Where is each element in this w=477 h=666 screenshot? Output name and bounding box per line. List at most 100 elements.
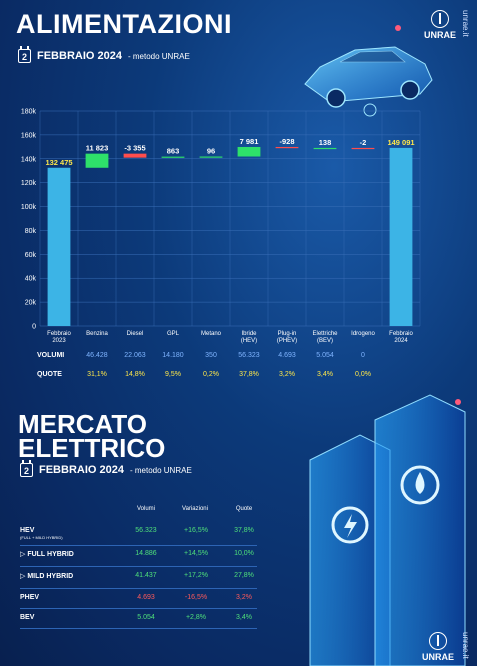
x-tick-label: Benzina: [86, 331, 108, 337]
y-tick-label: 160k: [21, 132, 37, 139]
col-variazioni-header: Variazioni: [182, 506, 208, 512]
unrae-logo-top: UNRAE: [424, 10, 456, 40]
site-label-bottom: unrae.it: [461, 632, 470, 659]
row-variazioni: +17,2%: [184, 572, 208, 579]
volumi-cell: 56.323: [238, 352, 260, 359]
y-tick-label: 140k: [21, 156, 37, 163]
mercato-title: MERCATO ELETTRICO: [18, 409, 166, 463]
row-variazioni: -16,5%: [184, 594, 208, 601]
data-label: 132 475: [45, 158, 72, 167]
volumi-cell: 0: [361, 352, 365, 359]
data-label: 138: [319, 138, 332, 147]
bar-5: [237, 146, 261, 157]
row-variazioni: +2,8%: [185, 614, 207, 621]
table-row: BEV 5.054 +2,8% 3,4%: [20, 610, 257, 629]
quote-cell: 14,8%: [125, 371, 145, 378]
bar-6: [275, 146, 299, 149]
volumi-cell: 46.428: [86, 352, 108, 359]
data-label: 96: [207, 147, 215, 156]
row-volumi: 56.323: [135, 527, 157, 534]
charging-station-illustration: [309, 394, 466, 666]
data-label: 11 823: [86, 144, 109, 153]
data-label: -2: [360, 138, 367, 147]
x-tick-label: Metano: [201, 331, 222, 337]
logo-icon: [429, 632, 447, 650]
row-volumi: 5.054: [137, 614, 155, 621]
table-row: ▷ FULL HYBRID 14.886 +14,5% 10,0%: [20, 546, 257, 567]
data-label: -3 355: [124, 144, 145, 153]
y-tick-label: 80k: [25, 228, 37, 235]
y-tick-label: 0: [32, 324, 36, 331]
logo-text: UNRAE: [424, 30, 457, 40]
row-volumi: 14.886: [135, 550, 157, 557]
table-row: ▷ MILD HYBRID 41.437 +17,2% 27,8%: [20, 568, 257, 589]
mercato-method-label: - metodo UNRAE: [129, 465, 192, 475]
quote-cell: 3,4%: [317, 371, 333, 378]
y-tick-label: 40k: [25, 276, 37, 283]
volumi-cell: 14.180: [162, 352, 184, 359]
row-subname: (FULL + MILD HYBRID): [20, 535, 63, 540]
row-name: BEV: [20, 614, 35, 621]
waterfall-chart: 0 20k 40k 60k 80k 100k 120k 140k 160k 180k 132 475…: [21, 109, 421, 344]
row-name: HEV: [20, 527, 35, 534]
bar-3: [161, 156, 185, 158]
x-tick-label: 2023: [52, 338, 66, 344]
x-tick-label: Febbraio: [47, 331, 71, 337]
x-tick-label: Febbraio: [389, 331, 413, 337]
quote-cell: 37,8%: [239, 371, 259, 378]
y-tick-label: 120k: [21, 180, 37, 187]
logo-icon: [431, 10, 449, 28]
volumi-cell: 22.063: [124, 352, 146, 359]
quote-cell: 9,5%: [165, 371, 181, 378]
mercato-title-line1: MERCATO: [18, 409, 148, 439]
mercato-subtitle: FEBBRAIO 2024: [39, 464, 124, 476]
row-quote: 10,0%: [234, 550, 254, 557]
unrae-logo-bottom: UNRAE: [422, 632, 454, 662]
bar-2: [123, 153, 147, 158]
x-tick-label: Plug-in: [278, 331, 297, 337]
row-quote: 27,8%: [234, 572, 254, 579]
page-title: ALIMENTAZIONI: [16, 9, 232, 39]
mercato-subtitle-row: 2 FEBBRAIO 2024 - metodo UNRAE: [20, 460, 192, 477]
x-tick-label: 2024: [394, 338, 408, 344]
bar-7: [313, 147, 337, 150]
row-name: PHEV: [20, 594, 40, 601]
car-illustration: [304, 25, 433, 117]
volumi-cell: 5.054: [316, 352, 334, 359]
method-label: - metodo UNRAE: [127, 51, 190, 61]
x-tick-label: Diesel: [127, 331, 144, 337]
row-variazioni: +14,5%: [184, 550, 208, 557]
subtitle: FEBBRAIO 2024: [37, 50, 122, 62]
quote-cell: 0,2%: [203, 371, 219, 378]
y-tick-label: 100k: [21, 204, 37, 211]
volumi-label: VOLUMI: [37, 352, 65, 359]
mercato-title-line2: ELETTRICO: [18, 433, 166, 463]
row-volumi: 4.693: [137, 594, 155, 601]
x-tick-label: Idrogeno: [351, 331, 375, 337]
row-quote: 37,8%: [234, 527, 254, 534]
x-tick-label: Ibride: [241, 331, 257, 337]
volumi-cell: 350: [205, 352, 217, 359]
bar-1: [85, 153, 109, 168]
y-tick-label: 20k: [25, 300, 37, 307]
x-tick-label: (HEV): [241, 338, 257, 344]
table-row: HEV (FULL + MILD HYBRID) 56.323 +16,5% 37,8%: [20, 523, 257, 546]
volumi-cell: 4.693: [278, 352, 296, 359]
col-volumi-header: Volumi: [136, 506, 155, 512]
subtitle-row: 2 FEBBRAIO 2024 - metodo UNRAE: [18, 46, 190, 63]
data-label: -928: [279, 137, 294, 146]
row-quote: 3,2%: [236, 594, 252, 601]
logo-text: UNRAE: [422, 652, 455, 662]
data-label: 149 091: [387, 138, 414, 147]
bar-9: [389, 147, 413, 326]
row-quote: 3,4%: [236, 614, 252, 621]
bar-0: [47, 167, 71, 326]
data-label: 863: [167, 147, 180, 156]
site-label-top: unrae.it: [461, 10, 470, 37]
x-tick-label: Elettriche: [312, 331, 338, 337]
table-row: PHEV 4.693 -16,5% 3,2%: [20, 590, 257, 609]
x-tick-label: (BEV): [317, 338, 333, 344]
row-volumi: 41.437: [135, 572, 157, 579]
col-quote-header: Quote: [235, 506, 253, 512]
y-tick-label: 180k: [21, 109, 37, 116]
